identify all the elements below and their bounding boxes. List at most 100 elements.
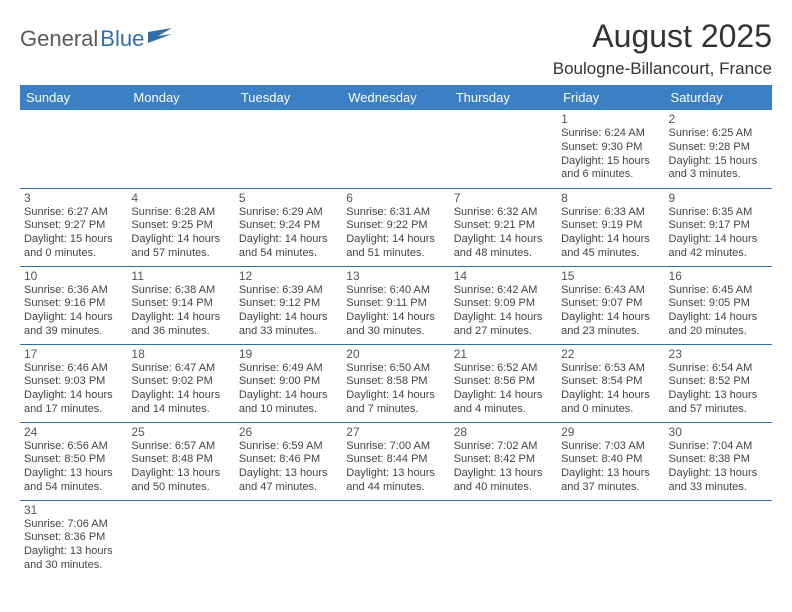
day-number: 25: [131, 425, 230, 439]
sunrise-line: Sunrise: 6:24 AM: [561, 127, 660, 141]
daylight-line-1: Daylight: 13 hours: [131, 467, 230, 481]
daylight-line-2: and 0 minutes.: [24, 247, 123, 261]
day-number: 10: [24, 269, 123, 283]
daylight-line-2: and 27 minutes.: [454, 325, 553, 339]
calendar-row: 10Sunrise: 6:36 AMSunset: 9:16 PMDayligh…: [20, 266, 772, 344]
calendar-cell: 11Sunrise: 6:38 AMSunset: 9:14 PMDayligh…: [127, 266, 234, 344]
sunset-line: Sunset: 9:03 PM: [24, 375, 123, 389]
sunset-line: Sunset: 9:28 PM: [669, 141, 768, 155]
calendar-cell: 1Sunrise: 6:24 AMSunset: 9:30 PMDaylight…: [557, 110, 664, 188]
page-subtitle: Boulogne-Billancourt, France: [553, 59, 772, 79]
day-cell: 18Sunrise: 6:47 AMSunset: 9:02 PMDayligh…: [127, 345, 234, 421]
page: GeneralBlue August 2025 Boulogne-Billanc…: [0, 0, 792, 578]
daylight-line-2: and 47 minutes.: [239, 481, 338, 495]
calendar-cell: 7Sunrise: 6:32 AMSunset: 9:21 PMDaylight…: [450, 188, 557, 266]
daylight-line-1: Daylight: 14 hours: [454, 389, 553, 403]
daylight-line-2: and 39 minutes.: [24, 325, 123, 339]
calendar-table: Sunday Monday Tuesday Wednesday Thursday…: [20, 85, 772, 578]
day-number: 16: [669, 269, 768, 283]
sunrise-line: Sunrise: 6:47 AM: [131, 362, 230, 376]
sunrise-line: Sunrise: 6:29 AM: [239, 206, 338, 220]
daylight-line-1: Daylight: 13 hours: [24, 545, 123, 559]
day-cell: 12Sunrise: 6:39 AMSunset: 9:12 PMDayligh…: [235, 267, 342, 343]
day-header: Thursday: [450, 85, 557, 110]
day-number: 21: [454, 347, 553, 361]
day-cell: 5Sunrise: 6:29 AMSunset: 9:24 PMDaylight…: [235, 189, 342, 265]
daylight-line-2: and 6 minutes.: [561, 168, 660, 182]
sunset-line: Sunset: 8:42 PM: [454, 453, 553, 467]
flag-icon: [148, 28, 174, 51]
calendar-cell: 18Sunrise: 6:47 AMSunset: 9:02 PMDayligh…: [127, 344, 234, 422]
calendar-cell: 30Sunrise: 7:04 AMSunset: 8:38 PMDayligh…: [665, 422, 772, 500]
calendar-cell: 26Sunrise: 6:59 AMSunset: 8:46 PMDayligh…: [235, 422, 342, 500]
day-number: 29: [561, 425, 660, 439]
calendar-row: 17Sunrise: 6:46 AMSunset: 9:03 PMDayligh…: [20, 344, 772, 422]
day-cell: 2Sunrise: 6:25 AMSunset: 9:28 PMDaylight…: [665, 110, 772, 186]
daylight-line-2: and 37 minutes.: [561, 481, 660, 495]
calendar-row: 31Sunrise: 7:06 AMSunset: 8:36 PMDayligh…: [20, 500, 772, 578]
day-cell: 24Sunrise: 6:56 AMSunset: 8:50 PMDayligh…: [20, 423, 127, 499]
sunset-line: Sunset: 9:25 PM: [131, 219, 230, 233]
sunrise-line: Sunrise: 6:59 AM: [239, 440, 338, 454]
sunrise-line: Sunrise: 6:27 AM: [24, 206, 123, 220]
daylight-line-1: Daylight: 14 hours: [669, 233, 768, 247]
calendar-cell: [342, 110, 449, 188]
sunrise-line: Sunrise: 6:50 AM: [346, 362, 445, 376]
day-cell: 27Sunrise: 7:00 AMSunset: 8:44 PMDayligh…: [342, 423, 449, 499]
day-cell: 20Sunrise: 6:50 AMSunset: 8:58 PMDayligh…: [342, 345, 449, 421]
daylight-line-2: and 54 minutes.: [24, 481, 123, 495]
calendar-cell: 29Sunrise: 7:03 AMSunset: 8:40 PMDayligh…: [557, 422, 664, 500]
sunset-line: Sunset: 9:02 PM: [131, 375, 230, 389]
sunset-line: Sunset: 8:52 PM: [669, 375, 768, 389]
daylight-line-2: and 57 minutes.: [669, 403, 768, 417]
calendar-cell: 17Sunrise: 6:46 AMSunset: 9:03 PMDayligh…: [20, 344, 127, 422]
day-cell: 29Sunrise: 7:03 AMSunset: 8:40 PMDayligh…: [557, 423, 664, 499]
daylight-line-1: Daylight: 14 hours: [346, 389, 445, 403]
sunset-line: Sunset: 8:44 PM: [346, 453, 445, 467]
daylight-line-1: Daylight: 14 hours: [561, 233, 660, 247]
daylight-line-1: Daylight: 14 hours: [239, 311, 338, 325]
sunrise-line: Sunrise: 6:31 AM: [346, 206, 445, 220]
daylight-line-2: and 40 minutes.: [454, 481, 553, 495]
sunset-line: Sunset: 8:58 PM: [346, 375, 445, 389]
day-number: 1: [561, 112, 660, 126]
calendar-cell: 6Sunrise: 6:31 AMSunset: 9:22 PMDaylight…: [342, 188, 449, 266]
header: GeneralBlue August 2025 Boulogne-Billanc…: [20, 18, 772, 79]
sunrise-line: Sunrise: 6:38 AM: [131, 284, 230, 298]
day-cell: 3Sunrise: 6:27 AMSunset: 9:27 PMDaylight…: [20, 189, 127, 265]
day-header-row: Sunday Monday Tuesday Wednesday Thursday…: [20, 85, 772, 110]
day-number: 28: [454, 425, 553, 439]
daylight-line-1: Daylight: 13 hours: [561, 467, 660, 481]
sunset-line: Sunset: 8:50 PM: [24, 453, 123, 467]
sunset-line: Sunset: 9:22 PM: [346, 219, 445, 233]
day-number: 12: [239, 269, 338, 283]
day-cell: 6Sunrise: 6:31 AMSunset: 9:22 PMDaylight…: [342, 189, 449, 265]
day-cell: 8Sunrise: 6:33 AMSunset: 9:19 PMDaylight…: [557, 189, 664, 265]
calendar-body: 1Sunrise: 6:24 AMSunset: 9:30 PMDaylight…: [20, 110, 772, 578]
daylight-line-1: Daylight: 14 hours: [561, 389, 660, 403]
day-header: Friday: [557, 85, 664, 110]
daylight-line-2: and 33 minutes.: [239, 325, 338, 339]
daylight-line-1: Daylight: 14 hours: [669, 311, 768, 325]
day-number: 27: [346, 425, 445, 439]
calendar-cell: 20Sunrise: 6:50 AMSunset: 8:58 PMDayligh…: [342, 344, 449, 422]
calendar-cell: 22Sunrise: 6:53 AMSunset: 8:54 PMDayligh…: [557, 344, 664, 422]
daylight-line-1: Daylight: 15 hours: [24, 233, 123, 247]
logo-text-blue: Blue: [100, 26, 144, 52]
day-header: Monday: [127, 85, 234, 110]
daylight-line-2: and 20 minutes.: [669, 325, 768, 339]
day-cell: 9Sunrise: 6:35 AMSunset: 9:17 PMDaylight…: [665, 189, 772, 265]
calendar-cell: 31Sunrise: 7:06 AMSunset: 8:36 PMDayligh…: [20, 500, 127, 578]
day-number: 17: [24, 347, 123, 361]
daylight-line-1: Daylight: 14 hours: [454, 233, 553, 247]
calendar-cell: 28Sunrise: 7:02 AMSunset: 8:42 PMDayligh…: [450, 422, 557, 500]
daylight-line-1: Daylight: 14 hours: [561, 311, 660, 325]
daylight-line-2: and 7 minutes.: [346, 403, 445, 417]
calendar-cell: 25Sunrise: 6:57 AMSunset: 8:48 PMDayligh…: [127, 422, 234, 500]
sunset-line: Sunset: 9:21 PM: [454, 219, 553, 233]
sunrise-line: Sunrise: 6:39 AM: [239, 284, 338, 298]
day-header: Wednesday: [342, 85, 449, 110]
calendar-cell: 5Sunrise: 6:29 AMSunset: 9:24 PMDaylight…: [235, 188, 342, 266]
day-cell: 14Sunrise: 6:42 AMSunset: 9:09 PMDayligh…: [450, 267, 557, 343]
daylight-line-1: Daylight: 14 hours: [131, 311, 230, 325]
